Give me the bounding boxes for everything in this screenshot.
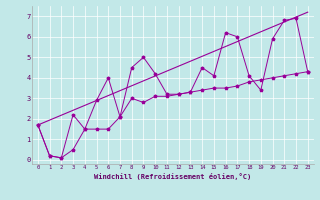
X-axis label: Windchill (Refroidissement éolien,°C): Windchill (Refroidissement éolien,°C): [94, 173, 252, 180]
